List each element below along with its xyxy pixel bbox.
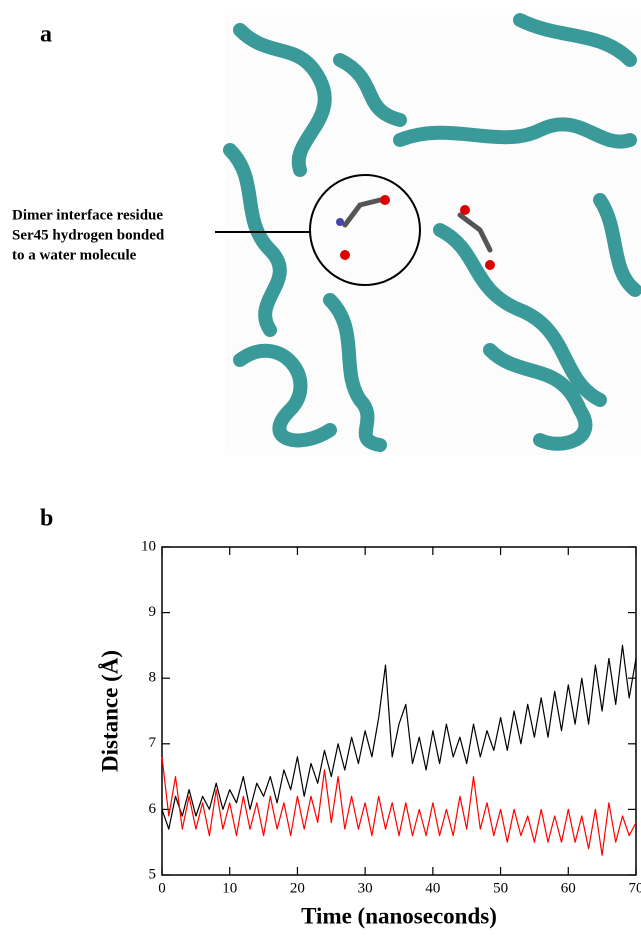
atom: [340, 250, 350, 260]
x-tick-label: 40: [425, 880, 440, 896]
atom: [380, 195, 390, 205]
y-axis-title: Distance (Å): [97, 650, 122, 772]
plot-frame: [161, 546, 637, 876]
y-tick-label: 9: [149, 604, 157, 620]
x-tick-label: 30: [358, 880, 373, 896]
x-tick-label: 0: [158, 880, 166, 896]
data-line: [161, 756, 637, 856]
annotation: Ser45 hydrogen bonded: [12, 227, 165, 243]
panel-label: a: [40, 22, 52, 48]
data-line: [161, 644, 637, 830]
annotation: to a water molecule: [12, 247, 137, 263]
panel-label: b: [40, 506, 53, 532]
atom: [336, 218, 344, 226]
y-tick-label: 10: [141, 538, 156, 554]
y-tick-label: 6: [149, 801, 157, 817]
x-axis-title: Time (nanoseconds): [301, 903, 497, 928]
y-tick-label: 5: [149, 866, 157, 882]
annotation: Dimer interface residue: [12, 207, 163, 223]
y-tick-label: 7: [149, 735, 157, 751]
x-tick-label: 60: [561, 880, 576, 896]
x-tick-label: 10: [222, 880, 237, 896]
x-tick-label: 20: [290, 880, 305, 896]
y-tick-label: 8: [149, 670, 157, 686]
x-tick-label: 70: [629, 880, 641, 896]
highlight-circle: [309, 174, 421, 286]
atom: [460, 205, 470, 215]
molecular-image: [223, 13, 641, 455]
x-tick-label: 50: [493, 880, 508, 896]
atom: [485, 260, 495, 270]
